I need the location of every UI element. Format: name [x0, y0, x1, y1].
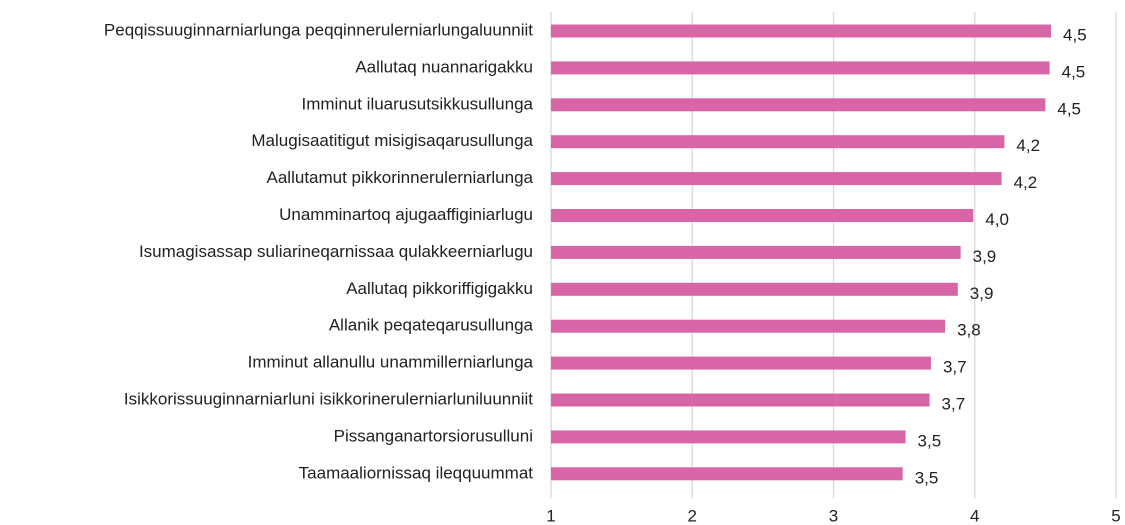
bar: [551, 356, 931, 370]
value-label: 3,8: [957, 321, 981, 340]
category-label: Imminut allanullu unammillerniarlunga: [248, 353, 534, 372]
bar: [551, 209, 974, 222]
value-label: 3,5: [918, 431, 942, 450]
category-label: Allanik peqateqarusullunga: [329, 316, 534, 335]
bar: [551, 61, 1050, 75]
value-label: 3,7: [943, 358, 967, 377]
value-label: 3,9: [973, 247, 997, 266]
value-label: 4,0: [985, 210, 1009, 229]
category-label: Unamminartoq ajugaaffiginiarlugu: [279, 205, 533, 224]
x-tick-label: 3: [829, 506, 838, 525]
bar: [551, 430, 906, 444]
x-tick-label: 5: [1111, 506, 1120, 525]
category-label: Aallutamut pikkorinnerulerniarlunga: [267, 168, 534, 187]
x-tick-label: 1: [546, 506, 555, 525]
bar: [551, 467, 903, 481]
value-label: 4,5: [1057, 99, 1081, 118]
bar: [551, 172, 1002, 186]
value-label: 3,7: [942, 394, 966, 413]
value-label: 4,5: [1062, 62, 1086, 81]
bar: [551, 393, 930, 407]
value-label: 4,5: [1063, 25, 1087, 44]
category-label: Aallutaq pikkoriffigigakku: [346, 279, 533, 298]
category-label: Isikkorissuuginnarniarluni isikkorinerul…: [124, 389, 533, 408]
bar: [551, 282, 958, 296]
bar: [551, 319, 946, 333]
category-label: Imminut iluarusutsikkusullunga: [302, 94, 534, 113]
category-label: Taamaaliornissaq ileqquummat: [299, 463, 534, 482]
category-label: Malugisaatitigut misigisaqarusullunga: [251, 131, 533, 150]
bar: [551, 245, 961, 259]
x-tick-label: 4: [970, 506, 979, 525]
category-label: Aallutaq nuannarigakku: [355, 57, 533, 76]
value-label: 3,5: [915, 468, 939, 487]
bar: [551, 98, 1046, 112]
value-label: 3,9: [970, 284, 994, 303]
category-label: Isumagisassap suliarineqarnissaa qulakke…: [139, 242, 533, 261]
value-label: 4,2: [1014, 173, 1038, 192]
value-label: 4,2: [1016, 136, 1040, 155]
bar: [551, 24, 1052, 38]
category-label: Peqqissuuginnarniarlunga peqqinnerulerni…: [104, 20, 533, 39]
bar: [551, 135, 1005, 149]
category-label: Pissanganartorsiorusulluni: [334, 426, 533, 445]
x-tick-label: 2: [688, 506, 697, 525]
